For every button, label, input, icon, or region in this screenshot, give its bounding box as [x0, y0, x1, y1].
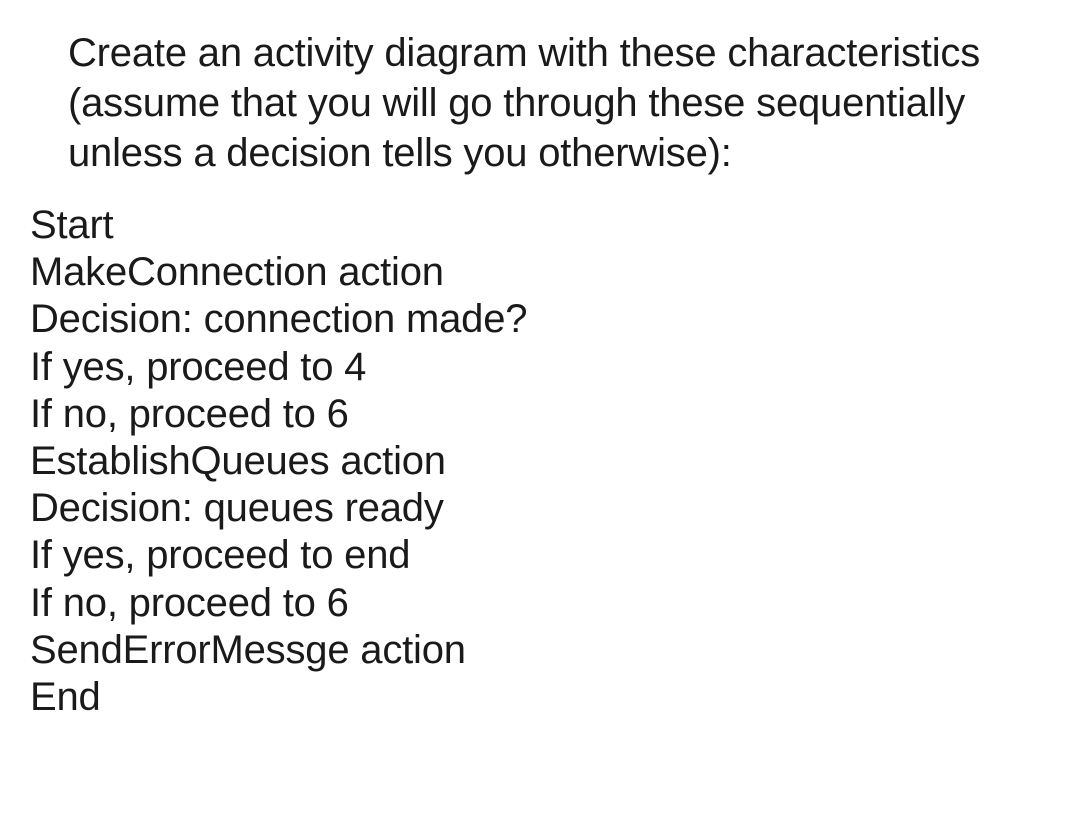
document-page: Create an activity diagram with these ch…	[0, 0, 1080, 721]
step-line: MakeConnection action	[30, 249, 1040, 296]
step-line: If yes, proceed to end	[30, 532, 1040, 579]
step-line: Decision: queues ready	[30, 485, 1040, 532]
intro-paragraph: Create an activity diagram with these ch…	[68, 28, 1040, 178]
step-line: If yes, proceed to 4	[30, 344, 1040, 391]
step-line: Decision: connection made?	[30, 296, 1040, 343]
step-line: SendErrorMessge action	[30, 627, 1040, 674]
step-line: If no, proceed to 6	[30, 391, 1040, 438]
steps-list: Start MakeConnection action Decision: co…	[30, 202, 1040, 721]
step-line: Start	[30, 202, 1040, 249]
step-line: If no, proceed to 6	[30, 580, 1040, 627]
step-line: EstablishQueues action	[30, 438, 1040, 485]
step-line: End	[30, 674, 1040, 721]
